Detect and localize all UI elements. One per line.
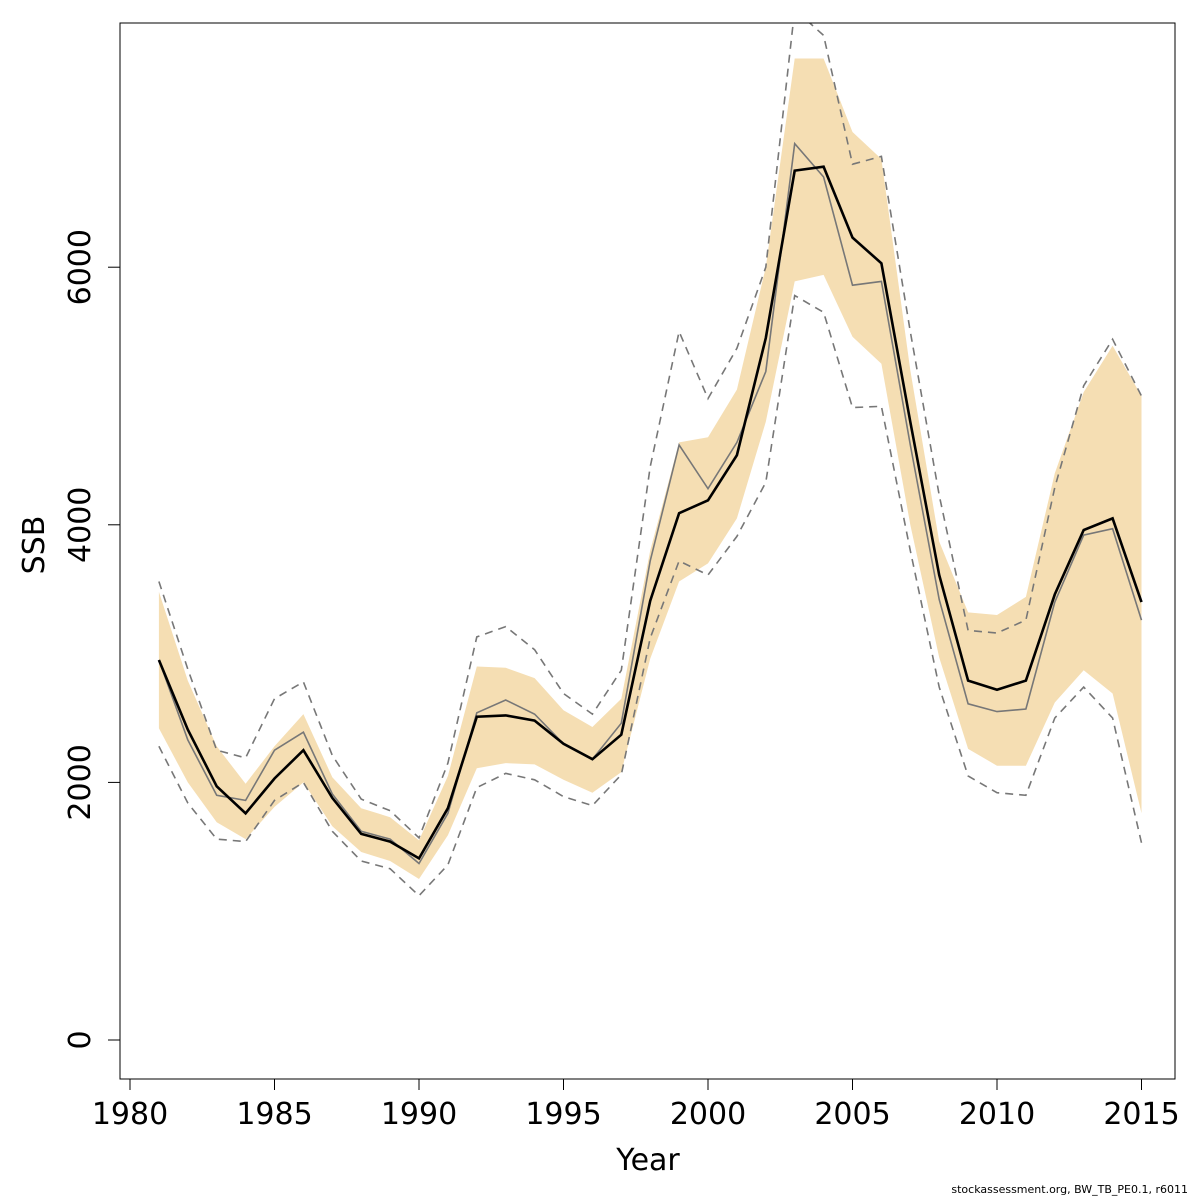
footer-note: stockassessment.org, BW_TB_PE0.1, r6011 [951,1183,1188,1196]
x-tick-label: 1980 [92,1097,168,1132]
series-line-alternate-run [158,141,1143,865]
x-axis: 1980 1985 1990 1995 2000 2005 2010 2015 [92,1078,1180,1132]
x-tick-label: 2010 [959,1097,1035,1132]
x-tick-label: 1990 [381,1097,457,1132]
y-tick-label: 4000 [63,487,98,563]
x-tick-label: 1985 [236,1097,312,1132]
ssb-confidence-band [158,58,1142,879]
y-tick-label: 0 [63,1030,98,1049]
y-axis: 0 2000 4000 6000 [63,229,121,1050]
plot-frame [119,22,1176,1080]
x-tick-label: 2015 [1103,1097,1179,1132]
x-tick-label: 1995 [525,1097,601,1132]
x-tick-label: 2000 [670,1097,746,1132]
series-lines [157,23,1143,897]
x-tick-label: 2005 [814,1097,890,1132]
y-axis-title: SSB [17,516,52,575]
series-line-central [157,165,1143,861]
x-axis-title: Year [615,1143,680,1178]
series-line-upper-dashed [158,23,1143,840]
confidence-band [158,58,1142,879]
y-tick-label: 2000 [63,744,98,820]
y-tick-label: 6000 [63,229,98,305]
